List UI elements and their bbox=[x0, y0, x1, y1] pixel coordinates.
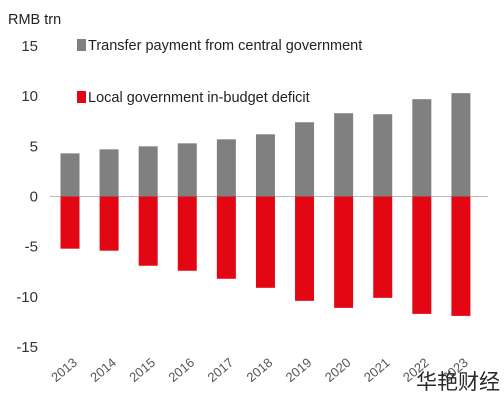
y-tick-label: 10 bbox=[21, 88, 38, 105]
deficit-bar bbox=[334, 196, 354, 308]
deficit-bar bbox=[373, 196, 393, 298]
legend-swatch bbox=[77, 91, 86, 103]
bar-group bbox=[60, 93, 471, 316]
y-tick-label: 0 bbox=[30, 189, 38, 206]
deficit-bar bbox=[138, 196, 158, 266]
transfer-payment-bar bbox=[295, 122, 315, 197]
y-tick-label: 15 bbox=[21, 38, 38, 55]
transfer-payment-bar bbox=[138, 146, 158, 197]
deficit-bar bbox=[412, 196, 432, 314]
x-tick-label: 2013 bbox=[48, 355, 80, 385]
transfer-payment-bar bbox=[99, 149, 119, 197]
transfer-payment-bar bbox=[373, 114, 393, 197]
transfer-payment-bar bbox=[334, 113, 354, 197]
transfer-payment-bar bbox=[412, 99, 432, 197]
y-tick-label: -10 bbox=[16, 289, 38, 306]
unit-label: RMB trn bbox=[8, 12, 61, 28]
y-tick-label: -5 bbox=[25, 239, 38, 256]
x-tick-label: 2016 bbox=[165, 355, 197, 385]
watermark-text: 华艳财经 bbox=[416, 370, 500, 394]
transfer-payment-bar bbox=[216, 139, 236, 197]
y-tick-label: -15 bbox=[16, 339, 38, 356]
deficit-bar bbox=[451, 196, 471, 316]
legend-swatch bbox=[77, 39, 86, 51]
deficit-bar bbox=[216, 196, 236, 279]
x-axis: 2013 2014 2015 2016 2017 2018 2019 2020 2021 2022… bbox=[48, 355, 471, 385]
deficit-bar bbox=[60, 196, 80, 249]
deficit-bar bbox=[295, 196, 315, 301]
transfer-payment-bar bbox=[451, 93, 471, 197]
legend-label: Local government in-budget deficit bbox=[88, 90, 310, 106]
x-tick-label: 2015 bbox=[126, 355, 158, 385]
x-tick-label: 2017 bbox=[204, 355, 236, 385]
transfer-payment-bar bbox=[177, 143, 197, 197]
transfer-payment-bar bbox=[60, 153, 80, 197]
transfer-payment-bar bbox=[255, 134, 275, 197]
x-tick-label: 2021 bbox=[361, 355, 393, 385]
y-tick-label: 5 bbox=[30, 138, 38, 155]
x-tick-label: 2020 bbox=[322, 355, 354, 385]
x-tick-label: 2014 bbox=[87, 355, 119, 385]
deficit-bar bbox=[99, 196, 119, 251]
deficit-bar bbox=[177, 196, 197, 271]
deficit-bar bbox=[255, 196, 275, 288]
legend-label: Transfer payment from central government bbox=[88, 38, 362, 54]
x-tick-label: 2019 bbox=[283, 355, 315, 385]
legend: Transfer payment from central government… bbox=[77, 38, 362, 106]
x-tick-label: 2018 bbox=[244, 355, 276, 385]
